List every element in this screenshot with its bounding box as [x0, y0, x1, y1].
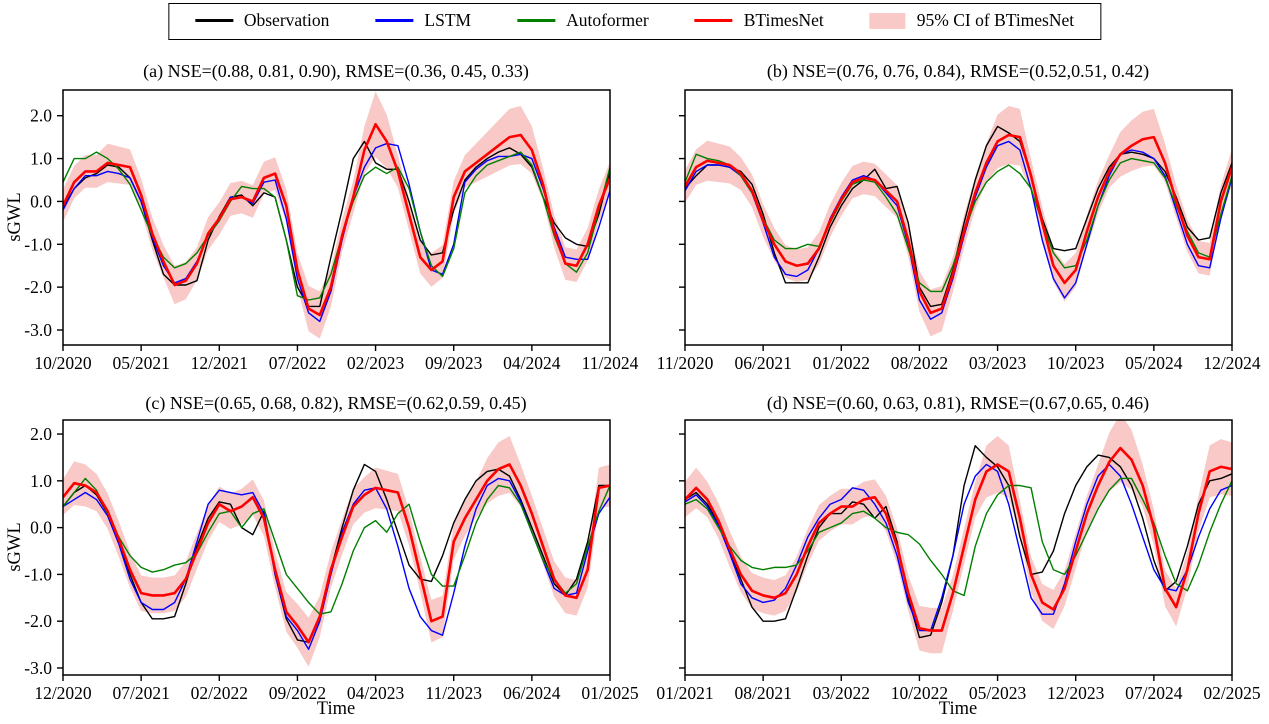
y-tick-label: 2.0 — [30, 106, 52, 126]
y-tick-label: 1.0 — [30, 471, 52, 491]
subplot-c-title: (c) NSE=(0.65, 0.68, 0.82), RMSE=(0.62,0… — [145, 393, 527, 413]
legend-item-autoformer: Autoformer — [517, 10, 649, 31]
y-tick-label: -3.0 — [24, 658, 52, 678]
x-tick-label: 07/2024 — [1125, 683, 1183, 703]
y-tick-label: -1.0 — [24, 234, 52, 254]
x-tick-label: 12/2023 — [1047, 683, 1105, 703]
subplot-d-title: (d) NSE=(0.60, 0.63, 0.81), RMSE=(0.67,0… — [766, 393, 1150, 413]
series-line-btimesnet — [63, 463, 610, 644]
ci-patch-swatch — [869, 12, 906, 29]
axes-box — [684, 419, 1233, 676]
series-line-autoformer — [685, 477, 1232, 597]
legend-item-lstm: LSTM — [375, 10, 471, 31]
autoformer-line-swatch — [517, 19, 556, 22]
subplot-b-title: (b) NSE=(0.76, 0.76, 0.84), RMSE=(0.52,0… — [766, 61, 1150, 81]
x-tick-label: 07/2022 — [269, 353, 326, 373]
x-tick-label: 06/2021 — [734, 353, 791, 373]
x-tick-label: 03/2022 — [813, 683, 870, 703]
x-tick-label: 08/2022 — [891, 353, 948, 373]
y-tick-label: -1.0 — [24, 564, 52, 584]
axes-box — [62, 419, 611, 676]
x-tick-label: 08/2021 — [734, 683, 791, 703]
series-line-observation — [63, 463, 610, 643]
legend-box: Observation LSTM Autoformer BTimesNet 95… — [167, 3, 1102, 40]
plot-area — [63, 91, 610, 339]
series-line-btimesnet — [685, 446, 1232, 632]
legend-label: BTimesNet — [743, 10, 824, 30]
subplot-c-svg: 12/2020 07/2021 02/2022 09/2022 04/2023 11/20… — [24, 419, 639, 703]
x-tick-label: 09/2023 — [425, 353, 483, 373]
x-tick-label: 01/2025 — [581, 683, 639, 703]
y-tick-label: 0.0 — [30, 191, 52, 211]
legend-label: 95% CI of BTimesNet — [916, 10, 1075, 30]
axes-box — [62, 89, 611, 346]
btimesnet-line-swatch — [694, 19, 733, 22]
x-tick-label: 04/2024 — [503, 353, 561, 373]
plot-area — [685, 420, 1232, 654]
subplot-d-svg: 01/2021 08/2021 03/2022 10/2022 05/2023 12/20… — [656, 419, 1261, 703]
ci-band — [685, 420, 1232, 654]
y-tick-label: -2.0 — [24, 277, 52, 297]
x-axis-label-right: Time — [938, 699, 978, 719]
x-tick-label: 05/2023 — [969, 683, 1027, 703]
x-tick-label: 12/2024 — [1203, 353, 1261, 373]
legend-item-ci: 95% CI of BTimesNet — [869, 10, 1075, 31]
legend-item-observation: Observation — [194, 10, 330, 31]
x-tick-label: 05/2021 — [112, 353, 169, 373]
x-tick-label: 10/2020 — [34, 353, 92, 373]
series-line-btimesnet — [63, 122, 610, 317]
x-tick-label: 10/2023 — [1047, 353, 1105, 373]
legend-label: Observation — [243, 10, 330, 30]
x-tick-label: 02/2022 — [191, 683, 248, 703]
plot-area — [63, 436, 610, 667]
x-tick-label: 12/2020 — [34, 683, 92, 703]
x-tick-label: 11/2024 — [582, 353, 639, 373]
x-tick-label: 09/2022 — [269, 683, 326, 703]
x-tick-label: 12/2021 — [191, 353, 248, 373]
x-tick-label: 01/2021 — [656, 683, 713, 703]
axes-box — [684, 89, 1233, 346]
ci-band — [685, 105, 1232, 337]
y-tick-label: 0.0 — [30, 518, 52, 538]
x-tick-label: 11/2020 — [657, 353, 714, 373]
legend-label: LSTM — [424, 10, 472, 30]
x-tick-label: 11/2023 — [425, 683, 482, 703]
series-line-btimesnet — [685, 133, 1232, 315]
x-tick-label: 03/2023 — [969, 353, 1027, 373]
x-tick-label: 10/2022 — [891, 683, 948, 703]
x-tick-label: 01/2022 — [813, 353, 870, 373]
x-tick-label: 05/2024 — [1125, 353, 1183, 373]
x-tick-label: 02/2025 — [1203, 683, 1261, 703]
x-tick-label: 06/2024 — [503, 683, 561, 703]
lstm-line-swatch — [375, 19, 414, 22]
y-tick-label: -3.0 — [24, 320, 52, 340]
subplot-a-svg: 10/2020 05/2021 12/2021 07/2022 02/2023 09/20… — [24, 89, 639, 373]
ci-band — [63, 91, 610, 339]
series-line-observation — [685, 445, 1232, 639]
legend-label: Autoformer — [566, 10, 649, 30]
y-tick-label: -2.0 — [24, 611, 52, 631]
observation-line-swatch — [194, 19, 233, 22]
subplot-b-svg: 11/2020 06/2021 01/2022 08/2022 03/2023 10/20… — [657, 89, 1261, 373]
x-tick-label: 07/2021 — [112, 683, 169, 703]
series-line-autoformer — [63, 477, 610, 615]
x-tick-label: 02/2023 — [347, 353, 405, 373]
plot-area — [685, 105, 1232, 337]
legend-item-btimesnet: BTimesNet — [694, 10, 824, 31]
subplot-a-title: (a) NSE=(0.88, 0.81, 0.90), RMSE=(0.36, … — [143, 61, 529, 81]
y-tick-label: 2.0 — [30, 424, 52, 444]
y-tick-label: 1.0 — [30, 149, 52, 169]
x-tick-label: 04/2023 — [347, 683, 405, 703]
x-axis-label-left: Time — [316, 699, 356, 719]
